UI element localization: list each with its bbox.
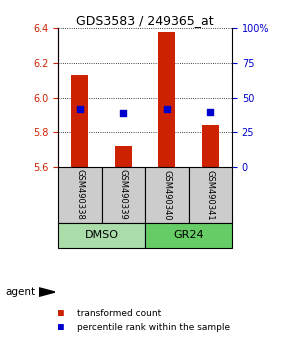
Text: agent: agent — [6, 287, 36, 297]
Text: DMSO: DMSO — [84, 230, 119, 240]
Text: transformed count: transformed count — [77, 309, 161, 318]
Text: GSM490341: GSM490341 — [206, 170, 215, 220]
Bar — [145, 223, 232, 248]
Title: GDS3583 / 249365_at: GDS3583 / 249365_at — [76, 14, 214, 27]
Bar — [58, 167, 102, 223]
Point — [77, 106, 82, 112]
Bar — [145, 167, 188, 223]
Text: ■: ■ — [58, 308, 64, 318]
Point — [121, 110, 126, 116]
Point — [208, 110, 213, 115]
Text: percentile rank within the sample: percentile rank within the sample — [77, 323, 230, 332]
Point — [164, 106, 169, 112]
Bar — [188, 167, 232, 223]
Text: GSM490339: GSM490339 — [119, 170, 128, 220]
Bar — [71, 75, 88, 167]
Text: GSM490340: GSM490340 — [162, 170, 171, 220]
Bar — [115, 146, 132, 167]
Bar — [158, 32, 175, 167]
Bar — [58, 223, 145, 248]
Polygon shape — [39, 288, 55, 296]
Text: ■: ■ — [58, 322, 64, 332]
Text: GR24: GR24 — [173, 230, 204, 240]
Bar — [102, 167, 145, 223]
Bar — [202, 125, 219, 167]
Text: GSM490338: GSM490338 — [75, 169, 84, 220]
